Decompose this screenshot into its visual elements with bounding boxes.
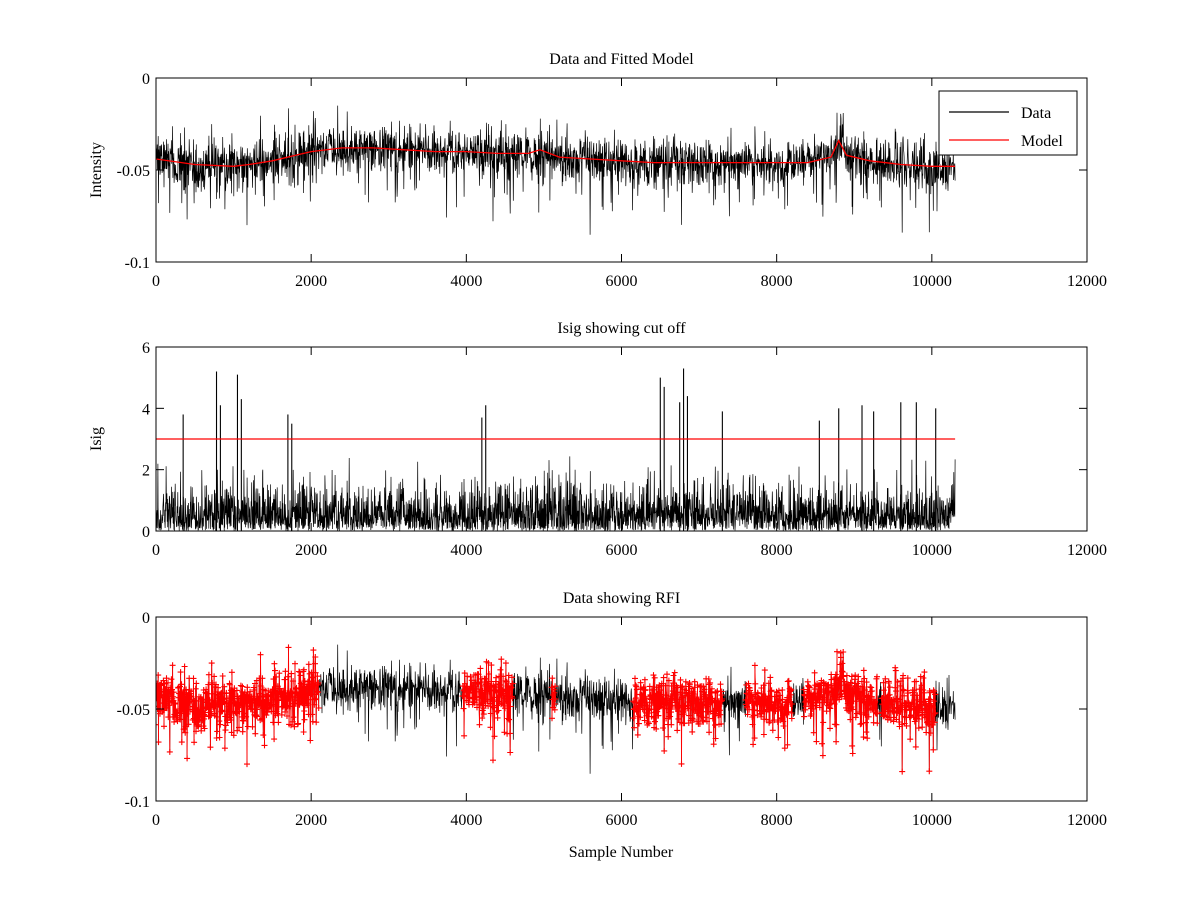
x-tick-label: 8000 <box>761 273 793 290</box>
x-tick-label: 0 <box>152 273 160 290</box>
series-data-line <box>156 105 956 235</box>
series-model-line <box>156 139 956 167</box>
x-tick-label: 2000 <box>295 542 327 559</box>
series-isig-line <box>156 456 956 531</box>
y-axis-label: Intensity <box>88 142 105 198</box>
y-tick-label: 4 <box>142 401 150 418</box>
legend-entry-1: Data <box>1021 105 1051 122</box>
x-tick-label: 2000 <box>295 812 327 829</box>
x-tick-label: 10000 <box>912 812 952 829</box>
y-axis-label: Isig <box>88 427 105 451</box>
panel-title: Data showing RFI <box>563 590 680 607</box>
x-tick-label: 0 <box>152 812 160 829</box>
figure-xlabel: Sample Number <box>569 844 674 861</box>
x-tick-label: 4000 <box>450 542 482 559</box>
x-tick-label: 6000 <box>606 542 638 559</box>
panel-3: Data showing RFI 0 2000 4000 6000 8000 10000 12… <box>117 590 1107 829</box>
y-tick-label: -0.1 <box>125 255 150 272</box>
x-tick-label: 10000 <box>912 273 952 290</box>
x-tick-label: 6000 <box>606 812 638 829</box>
legend-entry-2: Model <box>1021 133 1063 150</box>
x-tick-label: 12000 <box>1067 812 1107 829</box>
rfi-markers <box>156 644 939 775</box>
panel-title: Data and Fitted Model <box>549 51 694 68</box>
legend: Data Model <box>938 90 1078 156</box>
x-tick-label: 0 <box>152 542 160 559</box>
x-tick-label: 4000 <box>450 812 482 829</box>
x-tick-label: 2000 <box>295 273 327 290</box>
x-tick-label: 6000 <box>606 273 638 290</box>
data-layer <box>156 105 956 235</box>
panel-1: Data and Fitted Model Intensity 0 2000 4000 6… <box>88 51 1107 290</box>
x-tick-label: 4000 <box>450 273 482 290</box>
x-tick-label: 8000 <box>761 542 793 559</box>
data-layer <box>156 368 956 531</box>
y-tick-label: 2 <box>142 463 150 480</box>
panel-title: Isig showing cut off <box>557 320 686 337</box>
y-tick-label: 0 <box>142 524 150 541</box>
x-tick-label: 12000 <box>1067 542 1107 559</box>
y-tick-label: -0.05 <box>117 702 150 719</box>
x-tick-label: 8000 <box>761 812 793 829</box>
y-tick-label: -0.1 <box>125 794 150 811</box>
y-tick-label: 0 <box>142 71 150 88</box>
x-tick-label: 10000 <box>912 542 952 559</box>
panel-2: Isig showing cut off Isig 0 2000 4000 6000 800… <box>88 320 1107 559</box>
x-tick-label: 12000 <box>1067 273 1107 290</box>
y-tick-label: -0.05 <box>117 163 150 180</box>
y-tick-label: 0 <box>142 610 150 627</box>
data-layer <box>156 644 956 775</box>
legend-box <box>938 90 1078 156</box>
y-tick-label: 6 <box>142 340 150 357</box>
